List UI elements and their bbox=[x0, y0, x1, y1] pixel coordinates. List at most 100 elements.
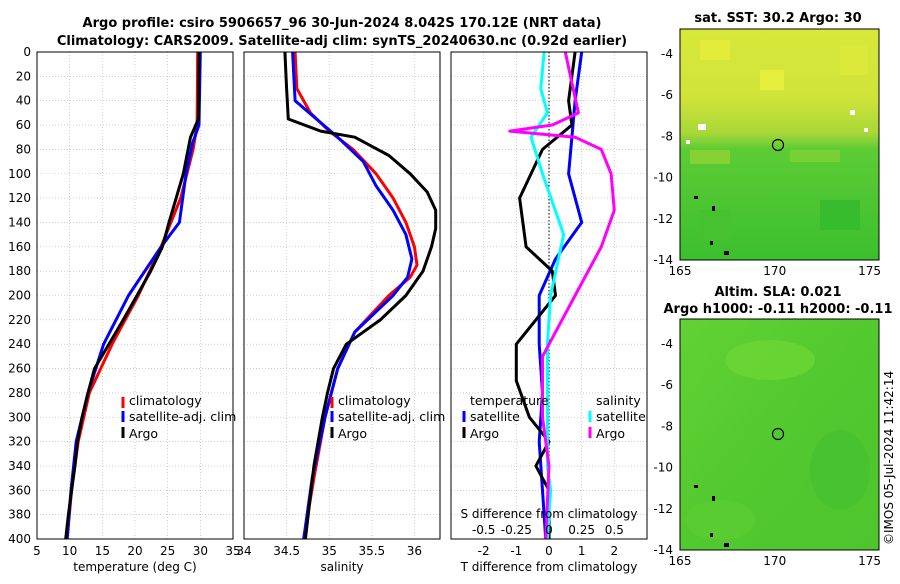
sst-map-title: sat. SST: 30.2 Argo: 30 bbox=[694, 11, 861, 26]
temperature-legend: climatology satellite-adj. clim Argo bbox=[121, 393, 236, 441]
top-tick-label: 0 bbox=[545, 523, 553, 537]
salinity-xlabel: salinity bbox=[320, 560, 363, 574]
sla-map-title-2: Argo h1000: -0.11 h2000: -0.11 bbox=[663, 302, 892, 317]
x-tick-label: 2 bbox=[611, 544, 619, 558]
depth-axis-ticks: 0 20 40 60 80 100 120 140 160 180 200 220 240 260 280 3… bbox=[8, 45, 31, 546]
sla-argo-marker bbox=[771, 427, 785, 441]
difference-grid bbox=[451, 51, 647, 540]
sst-map-ticks: 165 170 175 -4 -6 -8 -10 -12 -14 bbox=[653, 47, 881, 278]
map-y-tick: -12 bbox=[653, 212, 673, 226]
difference-lines bbox=[508, 52, 616, 539]
series-line-satellite-adj-clim bbox=[291, 52, 414, 539]
map-y-tick: -12 bbox=[653, 502, 673, 516]
depth-tick-label: 380 bbox=[8, 508, 31, 522]
map-x-tick: 170 bbox=[763, 264, 786, 278]
top-tick-label: -0.25 bbox=[501, 523, 532, 537]
sla-patches bbox=[685, 340, 870, 540]
series-line-argo bbox=[64, 52, 201, 539]
map-x-tick: 165 bbox=[669, 264, 692, 278]
legend-climatology: climatology bbox=[129, 393, 202, 408]
x-tick-label: 34 bbox=[236, 544, 251, 558]
salinity-lines bbox=[283, 52, 438, 539]
temperature-x-ticks: 5 10 15 20 25 30 35 bbox=[33, 544, 240, 558]
depth-tick-label: 220 bbox=[8, 313, 31, 327]
depth-tick-label: 40 bbox=[16, 94, 31, 108]
depth-tick-label: 340 bbox=[8, 459, 31, 473]
legend-sal-satellite: satellite bbox=[596, 409, 646, 424]
difference-legend: temperature satellite Argo salinity sate… bbox=[462, 393, 646, 441]
salinity-legend: climatology satellite-adj. clim Argo bbox=[330, 393, 445, 441]
sst-map: sat. SST: 30.2 Argo: 30 165 170 175 -4 -6 -8 -… bbox=[653, 11, 881, 278]
map-y-tick: -14 bbox=[653, 543, 673, 557]
series-line-temperature-satellite bbox=[537, 52, 584, 539]
x-tick-label: 35 bbox=[225, 544, 240, 558]
depth-tick-label: 300 bbox=[8, 410, 31, 424]
temperature-lines bbox=[64, 52, 202, 539]
sla-map: Altim. SLA: 0.021 Argo h1000: -0.11 h200… bbox=[653, 285, 892, 568]
legend-temp-argo: Argo bbox=[470, 426, 499, 441]
x-tick-label: -1 bbox=[510, 544, 522, 558]
legend-argo-2: Argo bbox=[338, 426, 367, 441]
salinity-axes-frame bbox=[243, 51, 441, 540]
series-line-temperature-argo bbox=[514, 52, 577, 539]
depth-tick-label: 240 bbox=[8, 337, 31, 351]
depth-tick-label: 20 bbox=[16, 69, 31, 83]
salinity-grid bbox=[243, 51, 440, 540]
depth-tick-label: 200 bbox=[8, 289, 31, 303]
map-y-tick: -6 bbox=[661, 88, 673, 102]
x-tick-label: 5 bbox=[33, 544, 41, 558]
x-tick-label: 1 bbox=[578, 544, 586, 558]
legend-sal-argo: Argo bbox=[596, 426, 625, 441]
imos-watermark: ©IMOS 05-Jul-2024 11:42:14 bbox=[882, 371, 896, 545]
x-tick-label: 35 bbox=[322, 544, 337, 558]
depth-tick-label: 180 bbox=[8, 264, 31, 278]
map-y-tick: -14 bbox=[653, 253, 673, 267]
map-y-tick: -6 bbox=[661, 378, 673, 392]
depth-tick-label: 160 bbox=[8, 240, 31, 254]
depth-tick-label: 400 bbox=[8, 532, 31, 546]
map-x-tick: 170 bbox=[763, 554, 786, 568]
depth-tick-label: 60 bbox=[16, 118, 31, 132]
depth-tick-label: 280 bbox=[8, 386, 31, 400]
sst-warm-patches bbox=[690, 40, 868, 240]
depth-tick-label: 140 bbox=[8, 215, 31, 229]
x-tick-label: -2 bbox=[478, 544, 490, 558]
difference-xlabel: T difference from climatology bbox=[460, 560, 638, 574]
difference-xlabel-top: S difference from climatology bbox=[461, 507, 638, 521]
depth-tick-label: 260 bbox=[8, 362, 31, 376]
sla-map-frame bbox=[679, 318, 880, 551]
difference-x-ticks: -2 -1 0 1 2 bbox=[478, 544, 618, 558]
difference-panel: -2 -1 0 1 2 T difference from climatology S … bbox=[450, 51, 648, 574]
map-y-tick: -8 bbox=[661, 129, 673, 143]
map-y-tick: -4 bbox=[661, 47, 673, 61]
salinity-difference-ticks: -0.5 -0.25 0 0.25 0.5 bbox=[472, 523, 624, 537]
difference-axes-frame bbox=[450, 51, 648, 540]
x-tick-label: 25 bbox=[160, 544, 175, 558]
legend-climatology-2: climatology bbox=[338, 393, 411, 408]
temperature-grid bbox=[36, 51, 234, 540]
x-tick-label: 15 bbox=[95, 544, 110, 558]
title-line-2: Climatology: CARS2009. Satellite-adj cli… bbox=[57, 34, 627, 49]
map-y-tick: -10 bbox=[653, 171, 673, 185]
salinity-panel: 34 34.5 35 35.5 36 salinity climatology sate… bbox=[236, 51, 445, 574]
sst-coast bbox=[694, 196, 729, 255]
map-y-tick: -8 bbox=[661, 419, 673, 433]
legend-salinity-heading: salinity bbox=[596, 393, 641, 408]
legend-temp-satellite: satellite bbox=[470, 409, 520, 424]
x-tick-label: 35.5 bbox=[358, 544, 385, 558]
legend-satellite-adj-2: satellite-adj. clim bbox=[338, 409, 445, 424]
sla-map-title-1: Altim. SLA: 0.021 bbox=[715, 285, 842, 300]
x-tick-label: 20 bbox=[127, 544, 142, 558]
legend-argo: Argo bbox=[129, 426, 158, 441]
map-y-tick: -4 bbox=[661, 337, 673, 351]
map-x-tick: 175 bbox=[858, 264, 881, 278]
sst-cloud-pixels bbox=[686, 110, 868, 144]
sst-map-frame bbox=[679, 28, 880, 261]
temperature-axes-frame bbox=[36, 51, 234, 540]
series-line-argo bbox=[283, 52, 438, 539]
map-x-tick: 175 bbox=[858, 554, 881, 568]
map-y-tick: -10 bbox=[653, 461, 673, 475]
top-tick-label: 0.25 bbox=[568, 523, 595, 537]
sla-coast bbox=[694, 485, 729, 547]
